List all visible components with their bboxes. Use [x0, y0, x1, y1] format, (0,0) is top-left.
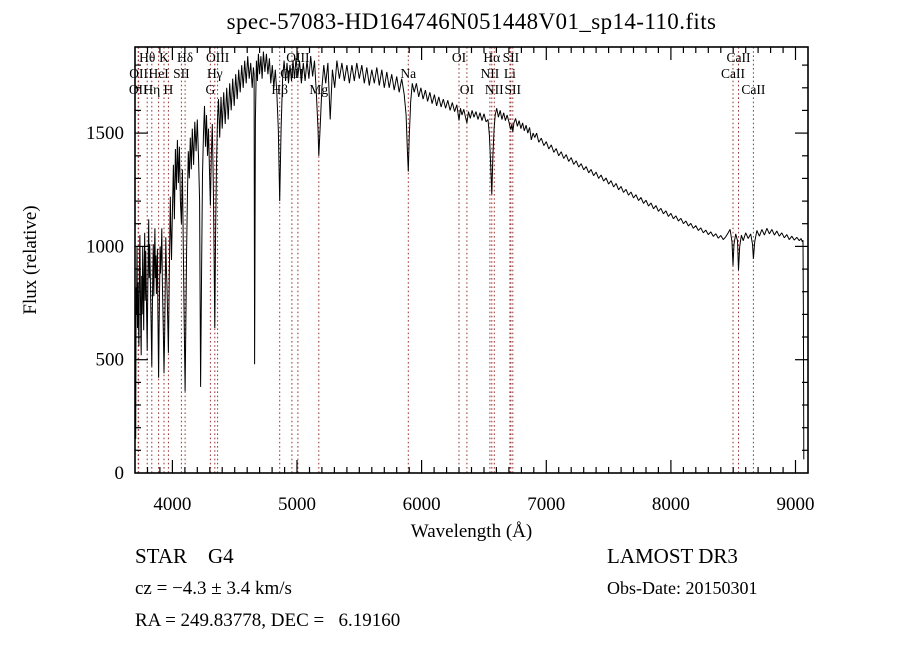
line-label: SII — [505, 82, 522, 97]
spectral-line-markers — [137, 47, 754, 473]
y-axis-label: Flux (relative) — [20, 205, 41, 314]
line-label: OIII — [206, 50, 230, 65]
line-label: Hδ — [177, 50, 193, 65]
line-label: CaII — [721, 66, 745, 81]
line-label: OII — [129, 82, 148, 97]
object-class-label: STAR G4 — [135, 544, 234, 568]
survey-release-label: LAMOST DR3 — [607, 544, 738, 568]
line-label: Na — [400, 66, 416, 81]
line-label: OIII — [286, 50, 310, 65]
page-title: spec-57083-HD164746N051448V01_sp14-110.f… — [226, 9, 717, 34]
line-label: Hα — [483, 50, 500, 65]
x-axis-label: Wavelength (Å) — [411, 521, 532, 542]
spectrum-line — [135, 51, 805, 460]
line-label: HeI — [148, 66, 169, 81]
line-label: Hγ — [207, 66, 223, 81]
line-label: NII — [485, 82, 504, 97]
x-tick-label: 6000 — [403, 494, 441, 515]
x-tick-label: 9000 — [777, 494, 815, 515]
radial-velocity-label: cz = −4.3 ± 3.4 km/s — [135, 578, 292, 599]
obs-date-label: Obs-Date: 20150301 — [607, 578, 758, 598]
line-label: K — [159, 50, 169, 65]
line-label: H — [164, 82, 174, 97]
line-label: CaII — [741, 82, 765, 97]
line-label: Hβ — [271, 82, 288, 97]
x-tick-label: 8000 — [652, 494, 690, 515]
line-label: G — [206, 82, 216, 97]
spectral-line-labels: OIIOIIHθHηHeIKHSIIHδGHγOIIIHβOIIIOIIIMgN… — [129, 50, 766, 97]
line-label: Hη — [143, 82, 160, 97]
axes: 4000 5000 6000 7000 8000 9000 0 500 1000 1500 Wave… — [20, 46, 815, 542]
ra-dec-label: RA = 249.83778, DEC = 6.19160 — [135, 610, 401, 631]
line-label: OI — [452, 50, 467, 65]
line-label: SII — [503, 50, 520, 65]
y-tick-label: 1500 — [86, 123, 124, 144]
line-label: Li — [504, 66, 516, 81]
line-label: Mg — [309, 82, 328, 97]
line-label: NII — [481, 66, 500, 81]
y-tick-label: 1000 — [86, 236, 124, 257]
line-label: Hθ — [139, 50, 155, 65]
line-label: OI — [460, 82, 475, 97]
line-label: CaII — [727, 50, 751, 65]
y-tick-label: 0 — [115, 463, 125, 484]
y-tick-label: 500 — [96, 350, 125, 371]
line-label: OII — [129, 66, 148, 81]
x-tick-label: 4000 — [153, 494, 191, 515]
line-label: SII — [173, 66, 190, 81]
x-tick-label: 7000 — [527, 494, 565, 515]
x-tick-label: 5000 — [278, 494, 316, 515]
